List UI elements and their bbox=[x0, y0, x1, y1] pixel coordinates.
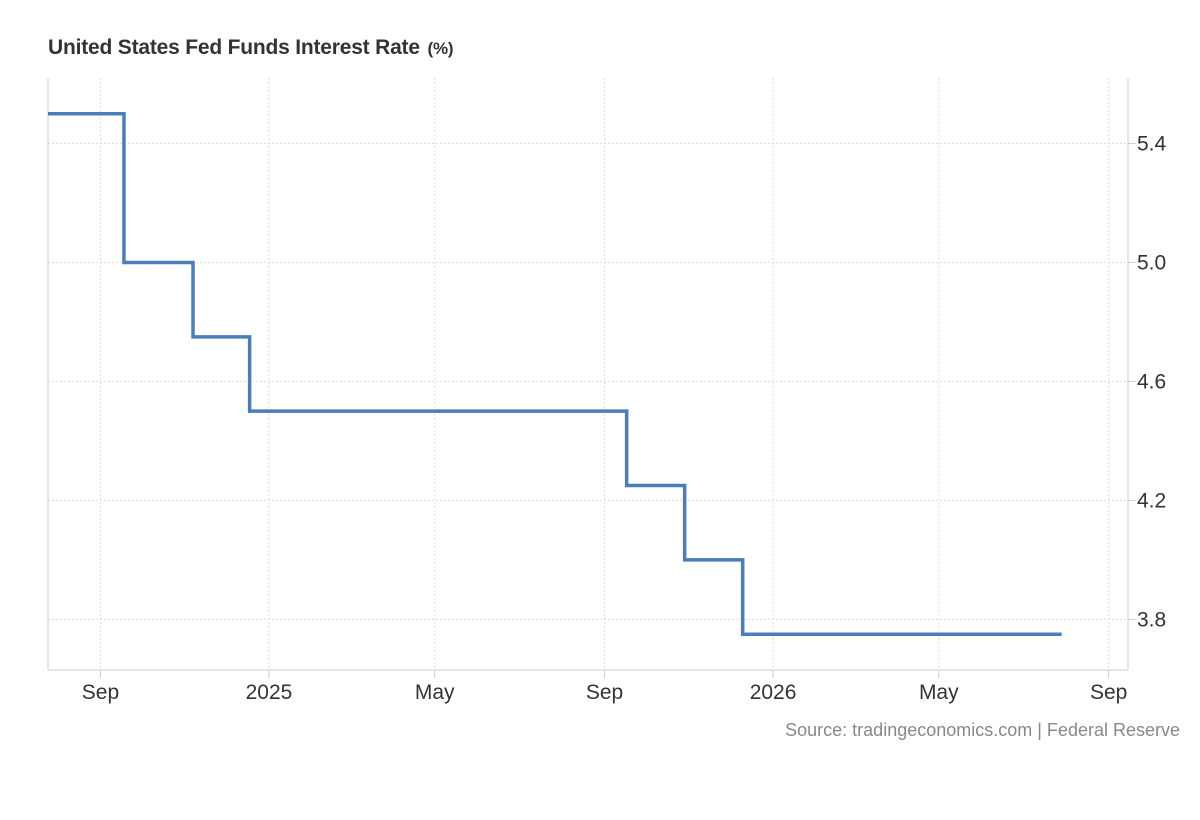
y-tick-label: 5.0 bbox=[1137, 251, 1166, 274]
chart-title-text: United States Fed Funds Interest Rate bbox=[48, 36, 420, 59]
chart-title: United States Fed Funds Interest Rate (%… bbox=[48, 36, 454, 60]
x-axis-labels: Sep 2025 May Sep 2026 May Sep bbox=[82, 681, 1128, 704]
rate-step-line bbox=[48, 111, 1062, 637]
x-tick-label: Sep bbox=[82, 681, 119, 704]
x-tick-label: Sep bbox=[586, 681, 623, 704]
x-tick-label: 2026 bbox=[750, 681, 797, 704]
x-gridlines bbox=[99, 78, 1110, 670]
series-layer bbox=[48, 111, 1062, 637]
x-tick-label: May bbox=[415, 681, 455, 704]
chart-title-unit: (%) bbox=[427, 39, 454, 58]
y-tick-label: 5.4 bbox=[1137, 132, 1167, 155]
y-gridlines bbox=[48, 142, 1128, 620]
chart-axes bbox=[47, 78, 1136, 678]
y-axis-labels: 3.8 4.2 4.6 5.0 5.4 bbox=[1137, 132, 1167, 631]
source-attribution: Source: tradingeconomics.com | Federal R… bbox=[785, 720, 1180, 740]
x-tick-label: Sep bbox=[1090, 681, 1127, 704]
x-tick-label: 2025 bbox=[246, 681, 293, 704]
y-tick-label: 4.2 bbox=[1137, 489, 1166, 512]
y-tick-label: 4.6 bbox=[1137, 370, 1166, 393]
x-tick-label: May bbox=[919, 681, 959, 704]
y-tick-label: 3.8 bbox=[1137, 608, 1166, 631]
